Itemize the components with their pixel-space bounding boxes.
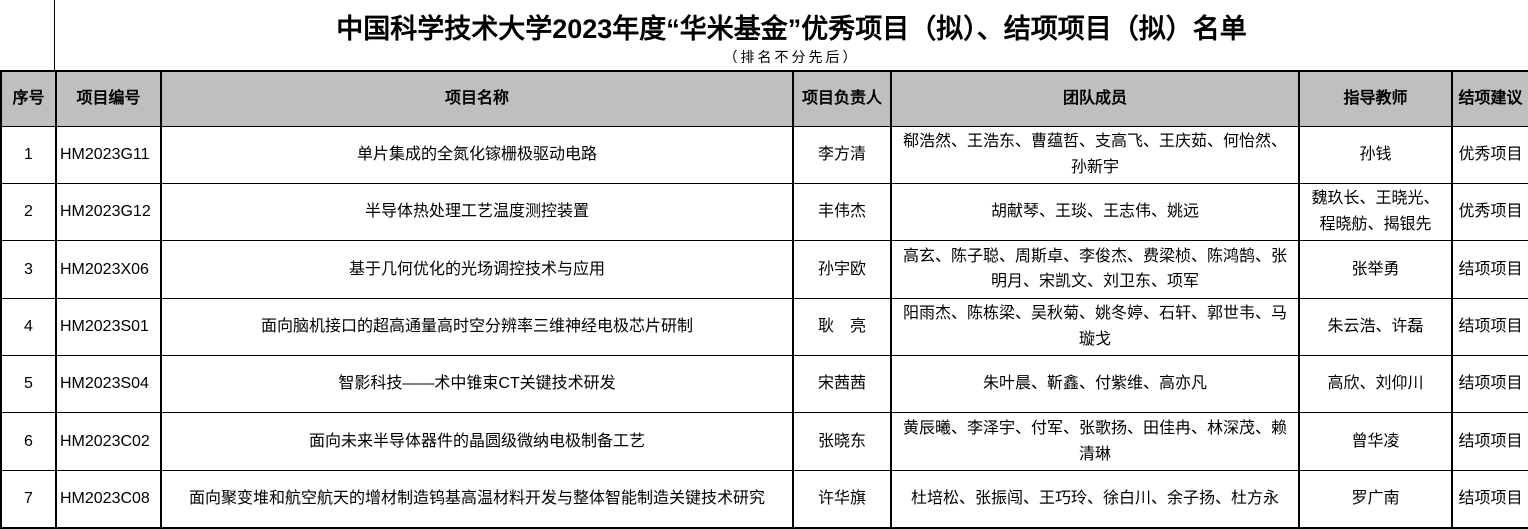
cell-recommendation: 结项项目 xyxy=(1451,412,1528,471)
cell-name: 面向脑机接口的超高通量高时空分辨率三维神经电极芯片研制 xyxy=(160,297,794,357)
col-header-team: 团队成员 xyxy=(890,70,1300,127)
table-row: 6 HM2023C02 面向未来半导体器件的晶圆级微纳电极制备工艺 张晓东 黄辰… xyxy=(0,412,1528,471)
cell-recommendation: 结项项目 xyxy=(1451,355,1528,414)
cell-advisor: 罗广南 xyxy=(1298,469,1453,529)
cell-leader: 李方清 xyxy=(792,125,892,184)
cell-recommendation: 优秀项目 xyxy=(1451,125,1528,184)
cell-name: 面向未来半导体器件的晶圆级微纳电极制备工艺 xyxy=(160,412,794,471)
cell-no: 7 xyxy=(0,469,57,529)
cell-leader: 宋茜茜 xyxy=(792,355,892,414)
cell-advisor: 魏玖长、王晓光、程晓舫、揭银先 xyxy=(1298,182,1453,242)
cell-no: 3 xyxy=(0,240,57,299)
table-row: 3 HM2023X06 基于几何优化的光场调控技术与应用 孙宇欧 高玄、陈子聪、… xyxy=(0,240,1528,299)
title-cell: 中国科学技术大学2023年度“华米基金”优秀项目（拟）、结项项目（拟）名单 （排… xyxy=(55,0,1528,70)
title-spacer-cell xyxy=(0,0,55,70)
cell-name: 基于几何优化的光场调控技术与应用 xyxy=(160,240,794,299)
cell-no: 4 xyxy=(0,297,57,357)
cell-leader: 耿 亮 xyxy=(792,297,892,357)
cell-advisor: 曾华凌 xyxy=(1298,412,1453,471)
cell-leader: 张晓东 xyxy=(792,412,892,471)
cell-code: HM2023G11 xyxy=(55,125,162,184)
cell-code: HM2023C08 xyxy=(55,469,162,529)
cell-advisor: 高欣、刘仰川 xyxy=(1298,355,1453,414)
cell-advisor: 朱云浩、许磊 xyxy=(1298,297,1453,357)
projects-table: 序号 项目编号 项目名称 项目负责人 团队成员 指导教师 结项建议 1 HM20… xyxy=(0,70,1528,529)
table-row: 1 HM2023G11 单片集成的全氮化镓栅极驱动电路 李方清 郗浩然、王浩东、… xyxy=(0,125,1528,184)
title-band: 中国科学技术大学2023年度“华米基金”优秀项目（拟）、结项项目（拟）名单 （排… xyxy=(0,0,1528,70)
table-row: 2 HM2023G12 半导体热处理工艺温度测控装置 丰伟杰 胡献琴、王琰、王志… xyxy=(0,182,1528,242)
col-header-name: 项目名称 xyxy=(160,70,794,127)
cell-name: 单片集成的全氮化镓栅极驱动电路 xyxy=(160,125,794,184)
page-subtitle: （排名不分先后） xyxy=(723,49,860,65)
cell-leader: 许华旗 xyxy=(792,469,892,529)
cell-team: 杜培松、张振闯、王巧玲、徐白川、余子扬、杜方永 xyxy=(890,469,1300,529)
cell-code: HM2023G12 xyxy=(55,182,162,242)
cell-leader: 孙宇欧 xyxy=(792,240,892,299)
cell-code: HM2023S01 xyxy=(55,297,162,357)
col-header-advisor: 指导教师 xyxy=(1298,70,1453,127)
cell-code: HM2023S04 xyxy=(55,355,162,414)
cell-code: HM2023C02 xyxy=(55,412,162,471)
cell-team: 郗浩然、王浩东、曹蕴哲、支高飞、王庆茹、何怡然、孙新宇 xyxy=(890,125,1300,184)
table-row: 5 HM2023S04 智影科技——术中锥束CT关键技术研发 宋茜茜 朱叶晨、靳… xyxy=(0,355,1528,414)
col-header-no: 序号 xyxy=(0,70,57,127)
cell-team: 黄辰曦、李泽宇、付军、张歌扬、田佳冉、林深茂、赖清琳 xyxy=(890,412,1300,471)
cell-name: 面向聚变堆和航空航天的增材制造钨基高温材料开发与整体智能制造关键技术研究 xyxy=(160,469,794,529)
table-row: 4 HM2023S01 面向脑机接口的超高通量高时空分辨率三维神经电极芯片研制 … xyxy=(0,297,1528,357)
cell-name: 智影科技——术中锥束CT关键技术研发 xyxy=(160,355,794,414)
col-header-code: 项目编号 xyxy=(55,70,162,127)
cell-recommendation: 结项项目 xyxy=(1451,297,1528,357)
cell-no: 1 xyxy=(0,125,57,184)
table-row: 7 HM2023C08 面向聚变堆和航空航天的增材制造钨基高温材料开发与整体智能… xyxy=(0,469,1528,529)
cell-leader: 丰伟杰 xyxy=(792,182,892,242)
cell-team: 胡献琴、王琰、王志伟、姚远 xyxy=(890,182,1300,242)
cell-name: 半导体热处理工艺温度测控装置 xyxy=(160,182,794,242)
header-row: 序号 项目编号 项目名称 项目负责人 团队成员 指导教师 结项建议 xyxy=(0,70,1528,127)
col-header-recommendation: 结项建议 xyxy=(1451,70,1528,127)
cell-no: 5 xyxy=(0,355,57,414)
cell-recommendation: 结项项目 xyxy=(1451,240,1528,299)
cell-recommendation: 结项项目 xyxy=(1451,469,1528,529)
cell-team: 朱叶晨、靳鑫、付紫维、高亦凡 xyxy=(890,355,1300,414)
cell-team: 高玄、陈子聪、周斯卓、李俊杰、费梁桢、陈鸿鹄、张明月、宋凯文、刘卫东、项军 xyxy=(890,240,1300,299)
cell-code: HM2023X06 xyxy=(55,240,162,299)
cell-advisor: 张举勇 xyxy=(1298,240,1453,299)
cell-no: 6 xyxy=(0,412,57,471)
cell-recommendation: 优秀项目 xyxy=(1451,182,1528,242)
page-title: 中国科学技术大学2023年度“华米基金”优秀项目（拟）、结项项目（拟）名单 xyxy=(336,14,1247,44)
cell-advisor: 孙钱 xyxy=(1298,125,1453,184)
col-header-leader: 项目负责人 xyxy=(792,70,892,127)
cell-no: 2 xyxy=(0,182,57,242)
cell-team: 阳雨杰、陈栋梁、吴秋菊、姚冬婷、石轩、郭世韦、马璇戈 xyxy=(890,297,1300,357)
